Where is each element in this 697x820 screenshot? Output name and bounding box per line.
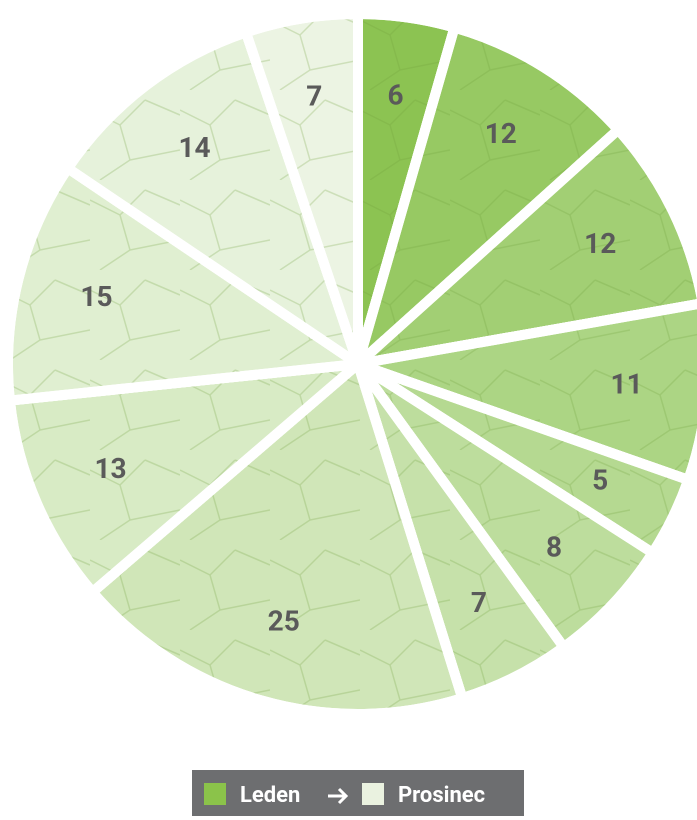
slice-label: 12: [584, 227, 616, 260]
legend-to: Prosinec: [398, 783, 485, 808]
slice-label: 8: [546, 530, 562, 563]
legend-from: Leden: [240, 783, 300, 808]
slice-label: 5: [592, 464, 608, 497]
legend-swatch: [362, 783, 384, 805]
slice-label: 7: [471, 586, 487, 619]
slice-label: 7: [306, 79, 322, 112]
slice-label: 13: [94, 452, 126, 485]
slice-label: 15: [80, 280, 112, 313]
slice-label: 11: [611, 367, 643, 400]
slice-label: 14: [178, 131, 210, 164]
slice-label: 12: [485, 117, 517, 150]
slice-label: 25: [268, 604, 300, 637]
chart: 6 12 12 11 58 7 25 13 15 14 7 Leden Prosinec: [0, 0, 697, 816]
slice-label: 6: [387, 79, 403, 112]
legend-swatch: [204, 783, 226, 805]
pie: 6 12 12 11 58 7 25 13 15 14 7: [8, 14, 697, 714]
page: 6121211587251315147 Leden Prosinec (() =…: [0, 0, 697, 820]
